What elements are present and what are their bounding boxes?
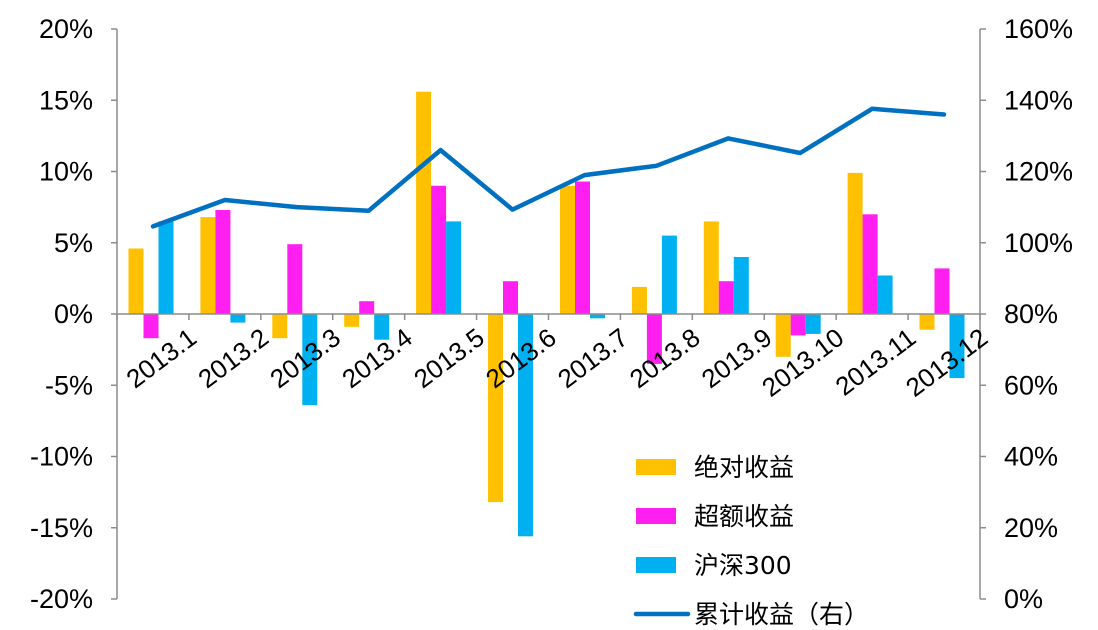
axes-layer: 20% 15% 10% 5% 0% -5% -10% -15% -20% 160% 140% 120%… [30, 14, 1073, 614]
legend-label-1: 绝对收益 [694, 453, 794, 482]
bar-3-2013.1 [158, 221, 174, 314]
y-left-tick-label: 0% [54, 299, 93, 329]
bar-1-2013.6 [488, 314, 503, 503]
y-left-tick-label: 5% [54, 228, 93, 258]
x-tick-label: 2013.12 [900, 322, 993, 403]
bar-2-2013.12 [934, 268, 950, 314]
bar-2-2013.1 [143, 314, 159, 339]
cumulative-line-layer [150, 106, 947, 229]
legend-swatch-1 [636, 459, 676, 475]
bar-1-2013.10 [775, 314, 791, 357]
x-tick-label: 2013.5 [408, 322, 490, 394]
y-right-tick-label: 160% [1004, 14, 1073, 44]
bar-3-2013.11 [877, 275, 893, 314]
y-left-tick-label: -5% [45, 370, 93, 400]
bar-1-2013.1 [128, 248, 144, 314]
bar-2-2013.5 [431, 185, 447, 315]
y-right-tick-label: 40% [1004, 442, 1058, 472]
y-left-tick-label: -20% [30, 584, 93, 614]
bar-3-2013.5 [446, 221, 462, 314]
x-tick-label: 2013.1 [121, 322, 203, 394]
bar-2-2013.11 [862, 214, 878, 315]
y-right-tick-label: 0% [1004, 584, 1043, 614]
y-left-tick-label: 15% [39, 85, 93, 115]
legend-label-4: 累计收益（右） [694, 600, 869, 629]
bar-3-2013.6 [518, 314, 533, 537]
y-right-tick-label: 140% [1004, 85, 1073, 115]
bar-1-2013.8 [631, 286, 647, 314]
y-left-tick-label: -15% [30, 513, 93, 543]
bar-2-2013.3 [287, 244, 303, 314]
y-left-tick-label: 20% [39, 14, 93, 44]
bar-2-2013.4 [359, 301, 375, 314]
bar-2-2013.2 [215, 210, 231, 314]
y-left-tick-label: 10% [39, 157, 93, 187]
bar-2-2013.9 [718, 281, 734, 314]
bar-2-2013.7 [575, 181, 590, 314]
bar-3-2013.7 [590, 314, 605, 319]
y-left-tick-label: -10% [30, 442, 93, 472]
y-right-tick-label: 20% [1004, 513, 1058, 543]
bar-1-2013.9 [703, 221, 719, 314]
bar-1-2013.12 [919, 314, 935, 330]
bar-1-2013.4 [344, 314, 360, 327]
legend-label-2: 超额收益 [694, 502, 794, 531]
legend-label-3: 沪深300 [694, 551, 792, 580]
bar-2-2013.10 [790, 314, 806, 336]
bar-3-2013.12 [949, 314, 965, 379]
y-right-tick-label: 100% [1004, 228, 1073, 258]
y-right-tick-label: 120% [1004, 157, 1073, 187]
y-right-tick-label: 60% [1004, 370, 1058, 400]
x-tick-labels: 2013.12013.22013.32013.42013.52013.62013… [121, 322, 994, 403]
x-tick-label: 2013.2 [192, 322, 274, 394]
y-right-tick-label: 80% [1004, 299, 1058, 329]
bar-3-2013.4 [374, 314, 390, 340]
bar-2-2013.6 [503, 281, 518, 314]
bar-2-2013.8 [646, 314, 662, 364]
bar-1-2013.7 [560, 185, 575, 315]
legend-swatch-2 [636, 508, 676, 524]
bars-layer [128, 91, 965, 537]
x-tick-label: 2013.8 [624, 322, 706, 394]
bar-3-2013.3 [302, 314, 318, 406]
bar-3-2013.9 [733, 257, 749, 314]
x-tick-label: 2013.7 [552, 322, 634, 394]
bar-3-2013.8 [661, 235, 677, 314]
bar-1-2013.11 [847, 172, 863, 314]
bar-1-2013.2 [200, 217, 216, 314]
bar-3-2013.2 [230, 314, 246, 323]
bar-3-2013.10 [805, 314, 821, 334]
bar-1-2013.5 [416, 91, 432, 314]
legend-swatch-3 [636, 557, 676, 573]
cumulative-return-line [150, 106, 947, 229]
bar-1-2013.3 [272, 314, 288, 339]
